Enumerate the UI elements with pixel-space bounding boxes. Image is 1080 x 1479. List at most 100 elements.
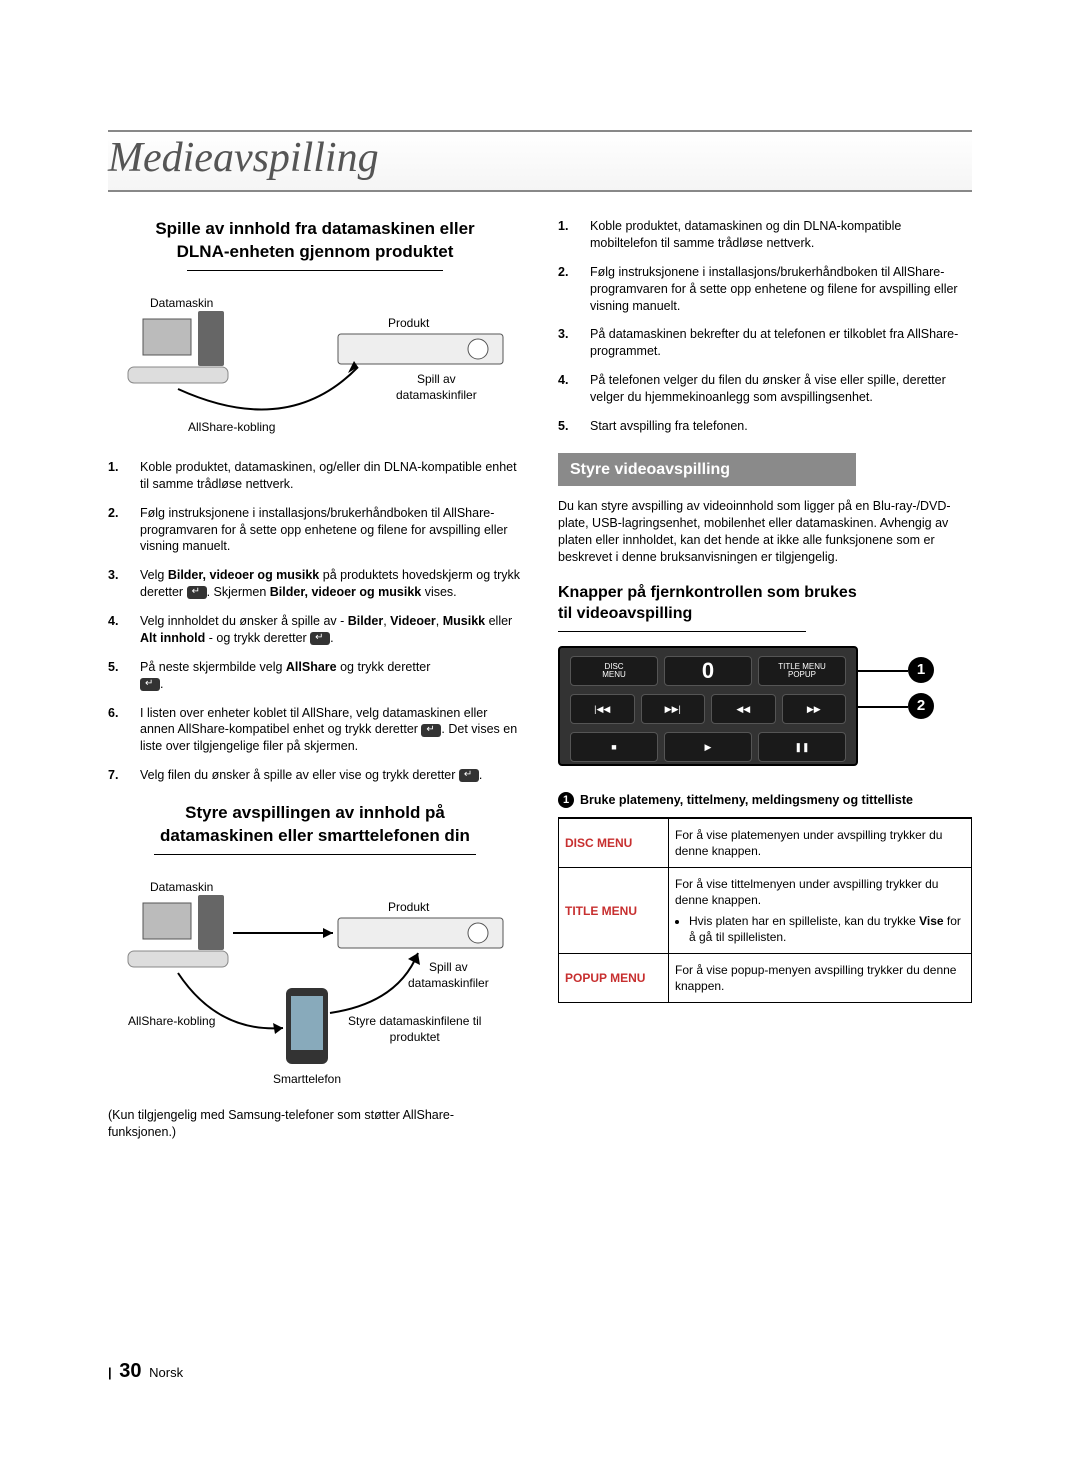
rew-btn: ◀◀ (711, 694, 776, 724)
num: 7. (108, 767, 140, 784)
step1-3: 3.Velg Bilder, videoer og musikk på prod… (108, 567, 522, 601)
section-bar-video: Styre videoavspilling (558, 453, 856, 487)
prev-btn: |◀◀ (570, 694, 635, 724)
txt: Velg filen du ønsker å spille av eller v… (140, 767, 522, 784)
zero-btn: 0 (664, 656, 752, 686)
enter-icon (187, 586, 207, 599)
steps-list-2: 1.Koble produktet, datamaskinen og din D… (558, 218, 972, 435)
t: vises. (421, 585, 456, 599)
remote-row-2: |◀◀ ▶▶| ◀◀ ▶▶ (570, 692, 846, 726)
t: . (330, 631, 333, 645)
txt: Velg Bilder, videoer og musikk på produk… (140, 567, 522, 601)
bold: Videoer (390, 614, 436, 628)
num: 3. (108, 567, 140, 601)
t: Styre datamaskinfilene til (348, 1014, 481, 1028)
step1-1: 1.Koble produktet, datamaskinen, og/elle… (108, 459, 522, 493)
t: produktet (390, 1030, 440, 1044)
label-spillav-a: Spill av (417, 372, 456, 386)
caption-num: 1 (558, 792, 574, 808)
right-column: 1.Koble produktet, datamaskinen og din D… (558, 218, 972, 1141)
t: Velg innholdet du ønsker å spille av - (140, 614, 348, 628)
t: eller (485, 614, 512, 628)
label2-smart: Smarttelefon (273, 1071, 341, 1087)
callout-1: 1 (908, 657, 934, 683)
txt: I listen over enheter koblet til AllShar… (140, 705, 522, 756)
t: til videoavspilling (558, 605, 692, 622)
t: . (479, 768, 482, 782)
note-samsung: (Kun tilgjengelig med Samsung-telefoner … (108, 1107, 522, 1141)
t: og trykk deretter (337, 660, 431, 674)
remote-row-3: ■ ▶ ❚❚ (570, 730, 846, 764)
num: 4. (558, 372, 590, 406)
txt: Velg innholdet du ønsker å spille av - B… (140, 613, 522, 647)
step2-2: 2.Følg instruksjonene i installasjons/br… (558, 264, 972, 315)
txt: Følg instruksjonene i installasjons/bruk… (590, 264, 972, 315)
page-number: 30 (119, 1360, 141, 1382)
remote-box: DISC MENU 0 TITLE MENU POPUP |◀◀ ▶▶| ◀◀ … (558, 646, 858, 766)
bold: Bilder, videoer og musikk (168, 568, 319, 582)
bold: AllShare (286, 660, 337, 674)
t: datamaskinfiler (408, 976, 489, 990)
num: 2. (558, 264, 590, 315)
heading-dlna: Spille av innhold fra datamaskinen eller… (108, 218, 522, 264)
cell-txt: For å vise popup-menyen avspilling trykk… (669, 954, 972, 1003)
heading-rule-3 (558, 631, 806, 632)
step1-2: 2.Følg instruksjonene i installasjons/br… (108, 505, 522, 556)
t: For å vise tittelmenyen under avspilling… (675, 877, 938, 907)
title-menu-btn: TITLE MENU POPUP (758, 656, 846, 686)
t: Spill av (429, 960, 468, 974)
t: - og trykk deretter (205, 631, 310, 645)
bold: Bilder, videoer og musikk (270, 585, 421, 599)
t: Velg (140, 568, 168, 582)
ff-btn: ▶▶ (782, 694, 847, 724)
txt: Start avspilling fra telefonen. (590, 418, 972, 435)
enter-icon (140, 678, 160, 691)
footer-lang: Norsk (149, 1365, 183, 1380)
txt: På telefonen velger du filen du ønsker å… (590, 372, 972, 406)
heading-rule (187, 270, 444, 271)
heading-rule-2 (154, 854, 477, 855)
label2-styre: Styre datamaskinfilene til produktet (348, 1013, 481, 1045)
heading2-b: datamaskinen eller smarttelefonen din (160, 826, 470, 845)
step1-5: 5.På neste skjermbilde velg AllShare og … (108, 659, 522, 693)
txt: På neste skjermbilde velg AllShare og tr… (140, 659, 522, 693)
num: 1. (108, 459, 140, 493)
t: På neste skjermbilde velg (140, 660, 286, 674)
num: 3. (558, 326, 590, 360)
play-btn: ▶ (664, 732, 752, 762)
num: 5. (558, 418, 590, 435)
step1-4: 4.Velg innholdet du ønsker å spille av -… (108, 613, 522, 647)
txt: På datamaskinen bekrefter du at telefone… (590, 326, 972, 360)
t: Knapper på fjernkontrollen som brukes (558, 584, 857, 601)
t: . Skjermen (207, 585, 270, 599)
cell-txt: For å vise tittelmenyen under avspilling… (669, 868, 972, 954)
cell-lbl: TITLE MENU (559, 868, 669, 954)
disc-menu-btn: DISC MENU (570, 656, 658, 686)
txt: Følg instruksjonene i installasjons/bruk… (140, 505, 522, 556)
diagram-allshare-2: Datamaskin Produkt Spill av datamaskinfi… (108, 873, 522, 1103)
bold: Vise (919, 914, 943, 928)
table-row: TITLE MENU For å vise tittelmenyen under… (559, 868, 972, 954)
num: 4. (108, 613, 140, 647)
diagram-allshare-1: Datamaskin Produkt Spill av datamaskinfi… (108, 289, 522, 459)
steps-list-1: 1.Koble produktet, datamaskinen, og/elle… (108, 459, 522, 784)
enter-icon (421, 724, 441, 737)
page-title: Medieavspilling (108, 134, 972, 182)
heading-line1: Spille av innhold fra datamaskinen eller (155, 219, 474, 238)
bold: Musikk (443, 614, 485, 628)
callout-line-2 (858, 706, 908, 708)
label-produkt: Produkt (388, 315, 429, 331)
heading2-a: Styre avspillingen av innhold på (185, 803, 445, 822)
num: 1. (558, 218, 590, 252)
step2-5: 5.Start avspilling fra telefonen. (558, 418, 972, 435)
num: 5. (108, 659, 140, 693)
t: . (160, 677, 163, 691)
label2-spillav: Spill av datamaskinfiler (408, 959, 489, 991)
num: 6. (108, 705, 140, 756)
table-row: DISC MENU For å vise platemenyen under a… (559, 818, 972, 868)
enter-icon (459, 769, 479, 782)
heading-control: Styre avspillingen av innhold på datamas… (108, 802, 522, 848)
label-spillav: Spill av datamaskinfiler (396, 371, 477, 403)
txt: Koble produktet, datamaskinen og din DLN… (590, 218, 972, 252)
next-btn: ▶▶| (641, 694, 706, 724)
